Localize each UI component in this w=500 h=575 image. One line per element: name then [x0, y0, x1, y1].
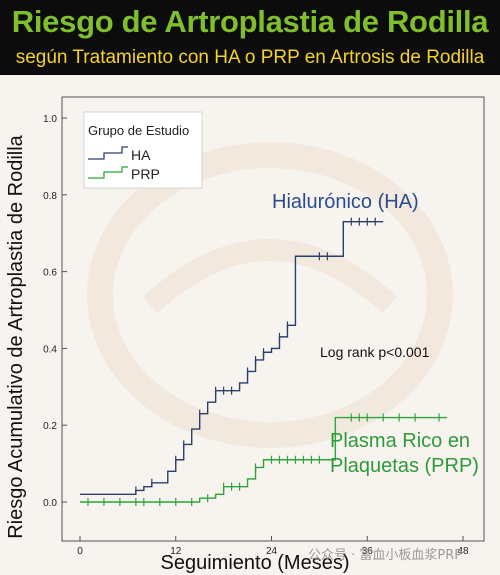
watermark-text: 公众号 · 富血小板血浆PRP [308, 547, 462, 563]
x-tick-label: 36 [362, 546, 374, 557]
legend-prp-swatch [88, 166, 128, 179]
x-tick-label: 12 [170, 546, 182, 557]
y-axis-label: Riesgo Acumulativo de Artroplastia de Ro… [5, 134, 27, 538]
y-tick-label: 0.6 [43, 268, 57, 279]
background-logo-shape [87, 142, 453, 448]
legend-ha-swatch [88, 146, 128, 160]
chart-subtitle: según Tratamiento con HA o PRP en Artros… [15, 47, 485, 68]
y-tick-label: 0.4 [43, 344, 57, 355]
series-line-ha [80, 220, 384, 496]
x-tick-label: 0 [77, 546, 83, 557]
header-banner: Riesgo de Artroplastia de Rodilla según … [0, 0, 500, 75]
y-tick-label: 0.8 [43, 191, 57, 202]
legend-title: Grupo de Estudio [88, 123, 189, 138]
y-tick-label: 1.0 [43, 114, 57, 125]
x-tick-label: 24 [266, 546, 278, 557]
series-group [80, 217, 448, 506]
plot-area: 0.0 0.2 0.4 0.6 0.8 1.0 0 12 24 36 48 Riesgo Acumu… [0, 75, 500, 575]
x-tick-label: 48 [457, 546, 469, 557]
axes: 0.0 0.2 0.4 0.6 0.8 1.0 0 12 24 36 48 [43, 114, 469, 557]
legend-prp-label: PRP [131, 166, 160, 182]
prp-annotation-line2: Plaquetas (PRP) [330, 455, 479, 477]
ha-annotation: Hialurónico (HA) [272, 191, 419, 213]
chart-title: Riesgo de Artroplastia de Rodilla [11, 4, 489, 39]
prp-annotation-line1: Plasma Rico en [330, 430, 470, 452]
legend: Grupo de Estudio HA PRP [83, 111, 203, 189]
series-line-prp [80, 416, 448, 503]
logrank-annotation: Log rank p<0.001 [320, 344, 430, 360]
y-tick-label: 0.0 [43, 498, 57, 509]
plot-frame [61, 96, 485, 542]
y-tick-label: 0.2 [43, 421, 57, 432]
x-axis-label: Seguimiento (Meses) [161, 552, 350, 574]
legend-ha-label: HA [131, 147, 151, 163]
km-chart: 0.0 0.2 0.4 0.6 0.8 1.0 0 12 24 36 48 Riesgo Acumu… [5, 96, 485, 574]
